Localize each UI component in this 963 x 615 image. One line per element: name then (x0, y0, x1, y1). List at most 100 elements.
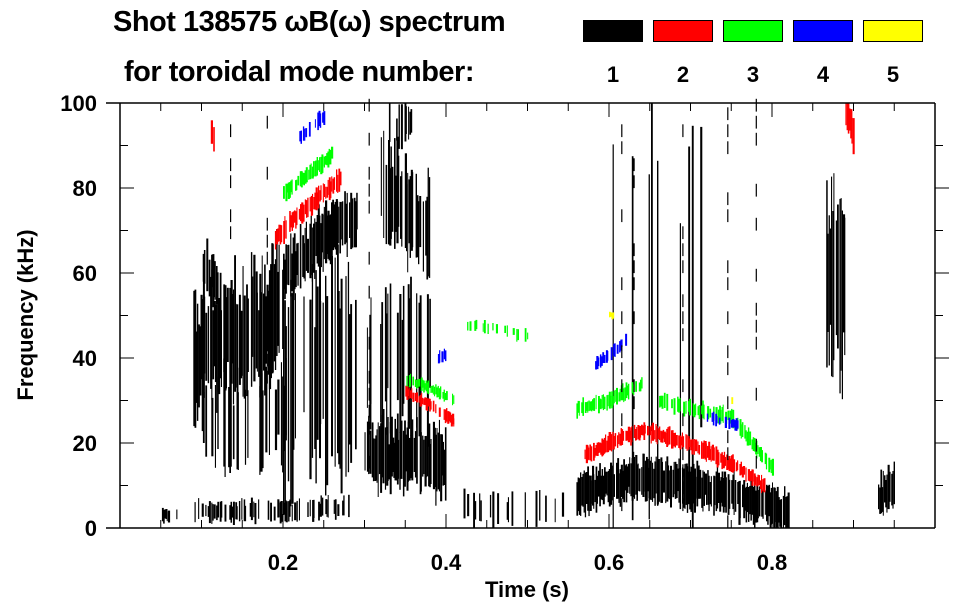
spectrum-mode-2-streak (847, 103, 850, 134)
spectrum-mode-1-streak (395, 428, 398, 481)
spectrum-mode-1-streak (779, 500, 781, 527)
spectrum-mode-1-streak (224, 379, 226, 477)
spectrum-mode-3-streak (296, 179, 298, 191)
spectrum-vertical-streak (230, 328, 232, 342)
spectrum-mode-1-streak (641, 467, 643, 495)
spectrum-mode-2-streak (435, 404, 437, 414)
spectrum-mode-1-streak (335, 199, 338, 255)
spectrum-mode-4-streak (300, 130, 302, 144)
spectrum-mode-2-streak (671, 430, 674, 449)
spectrum-mode-1-streak (250, 497, 253, 521)
x-tick-label: 0.2 (268, 550, 299, 575)
spectrum-vertical-streak (727, 260, 729, 274)
spectrum-mode-4-streak (724, 416, 727, 428)
spectrum-mode-3-streak (453, 395, 455, 404)
legend-swatch-mode-2 (653, 20, 713, 42)
spectrum-vertical-streak (230, 430, 232, 444)
spectrum-mode-1-streak (235, 502, 238, 520)
spectrum-mode-1-streak (761, 489, 763, 517)
spectrum-mode-3-streak (431, 385, 434, 393)
spectrum-mode-2-streak (284, 216, 286, 239)
spectrum-vertical-streak (633, 260, 635, 274)
spectrum-mode-4-streak (732, 419, 734, 428)
spectrum-mode-2-streak (407, 389, 410, 396)
spectrum-mode-1-streak (727, 474, 730, 515)
spectrum-mode-2-streak (438, 407, 441, 417)
spectrum-mode-1-streak (282, 376, 284, 473)
spectrum-mode-1-streak (752, 486, 755, 525)
spectrum-mode-1-streak (307, 238, 309, 273)
spectrum-mode-3-streak (692, 403, 694, 417)
spectrum-mode-1-streak (604, 467, 606, 497)
spectrum-vertical-streak (266, 251, 268, 265)
spectrum-mode-1-streak (289, 499, 291, 517)
spectrum-mode-1-streak (224, 285, 227, 391)
spectrum-mode-2-streak (291, 212, 293, 231)
spectrum-mode-1-streak (334, 499, 337, 520)
spectrum-mode-3-streak (606, 395, 608, 411)
spectrum-mode-1-streak (287, 307, 290, 482)
spectrum-mode-3-streak (452, 393, 454, 406)
spectrum-mode-2-streak (723, 451, 726, 467)
spectrum-mode-5-streak (731, 397, 734, 404)
spectrum-mode-2-streak (727, 458, 730, 470)
spectrum-mode-2-streak (322, 183, 324, 203)
spectrum-mode-1-streak (320, 223, 322, 268)
spectrum-mode-1-streak (223, 358, 225, 467)
spectrum-mode-1-streak (329, 214, 332, 265)
spectrum-mode-3-streak (487, 323, 489, 334)
spectrum-mode-2-streak (696, 440, 698, 452)
spectrum-mode-1-streak (413, 437, 415, 472)
spectrum-vertical-streak (755, 132, 757, 146)
spectrum-mode-1-streak (535, 490, 538, 527)
spectrum-mode-1-streak (259, 273, 262, 398)
spectrum-mode-1-streak (394, 138, 396, 249)
spectrum-mode-1-streak (243, 295, 246, 399)
spectrum-mode-1-streak (577, 477, 580, 512)
spectrum-vertical-streak (621, 413, 623, 427)
spectrum-mode-1-streak (337, 244, 339, 454)
spectrum-mode-1-streak (332, 199, 334, 251)
spectrum-mode-1-streak (321, 497, 324, 516)
spectrum-mode-2-streak (626, 431, 629, 440)
spectrum-mode-2-streak (325, 186, 327, 199)
spectrum-mode-2-streak (751, 469, 754, 486)
spectrum-mode-2-streak (656, 426, 658, 445)
spectrum-mode-1-streak (296, 500, 298, 522)
spectrum-mode-1-streak (224, 504, 227, 522)
spectrum-mode-1-streak (206, 238, 209, 292)
spectrum-mode-3-streak (625, 382, 628, 399)
spectrum-mode-1-streak (733, 471, 735, 515)
spectrum-mode-1-streak (214, 304, 217, 383)
spectrum-mode-1-streak (194, 289, 197, 428)
spectrum-mode-2-streak (757, 474, 759, 486)
spectrum-mode-1-streak (346, 192, 348, 257)
legend-label-mode-1: 1 (606, 62, 620, 87)
spectrum-mode-3-streak (443, 389, 445, 402)
spectrum-mode-2-streak (731, 455, 734, 473)
spectrum-mode-1-streak (388, 140, 390, 245)
spectrum-mode-5-streak (610, 312, 613, 317)
spectrum-mode-4-streak (299, 131, 301, 142)
spectrum-mode-2-streak (449, 412, 452, 423)
spectrum-mode-3-streak (663, 392, 666, 408)
spectrum-mode-2-streak (320, 185, 322, 200)
spectrum-mode-1-streak (381, 302, 384, 429)
spectrum-mode-3-streak (578, 401, 580, 416)
spectrum-mode-1-streak (507, 497, 509, 523)
spectrum-mode-1-streak (337, 201, 339, 248)
spectrum-mode-1-streak (620, 464, 623, 497)
spectrum-mode-4-streak (733, 419, 735, 428)
legend-swatch-mode-4 (793, 20, 853, 42)
spectrum-vertical-streak (682, 124, 684, 138)
spectrum-mode-1-streak (238, 294, 241, 385)
spectrum-mode-1-streak (375, 435, 377, 481)
spectrum-vertical-streak (755, 268, 757, 282)
spectrum-mode-1-streak (194, 502, 196, 523)
spectrum-mode-1-streak (312, 500, 315, 522)
spectrum-mode-1-streak (492, 491, 495, 528)
spectrum-mode-1-streak (333, 204, 336, 248)
spectrum-mode-2-streak (657, 428, 660, 439)
spectrum-mode-1-streak (243, 499, 246, 522)
